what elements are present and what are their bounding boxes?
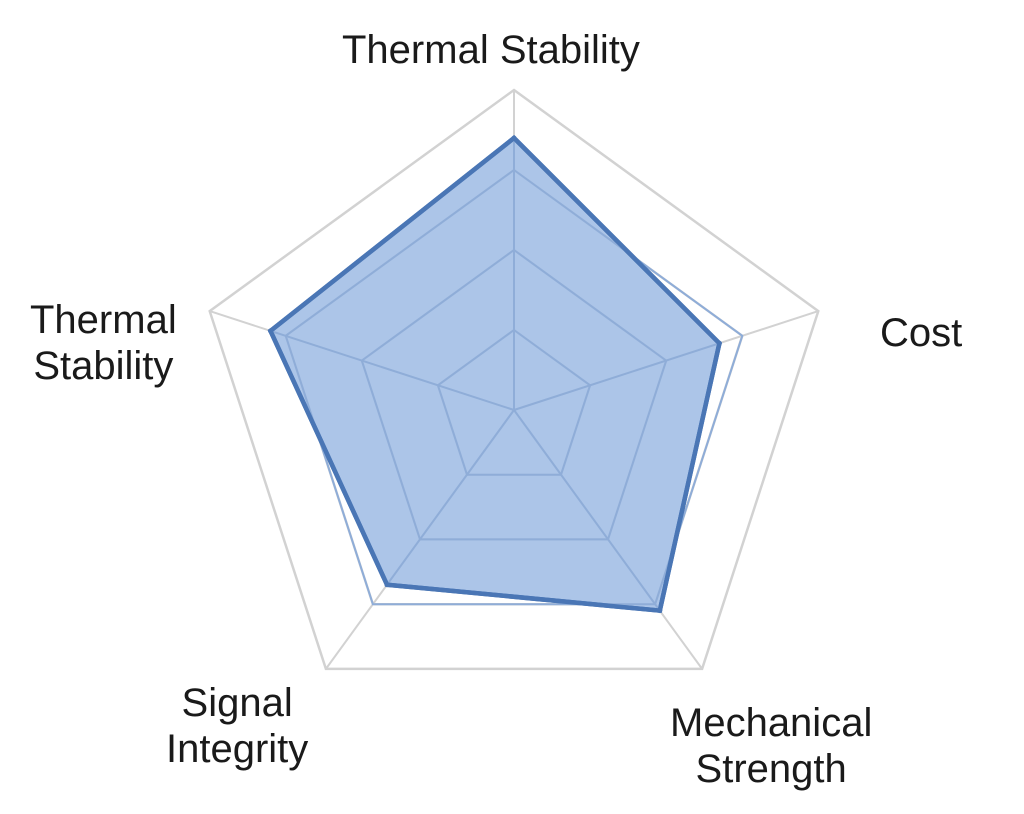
grid-ring-4 [208,88,820,671]
axis-label-line: Cost [880,311,963,355]
series-inner-spoke-2 [513,409,661,612]
series-inner-spoke-3 [386,409,515,586]
axis-label-line: Mechanical [670,701,873,745]
axis-label-cost: Cost [880,310,962,356]
axis-label-thermal-stability-top: Thermal Stability [342,27,640,73]
axis-label-line: Stability [33,344,174,388]
series-point-1 [716,340,722,346]
axis-label-mechanical-strength: Mechanical Strength [670,700,872,792]
series-inner-ring-3 [284,168,744,606]
axis-label-line: Signal [181,681,293,725]
series-point-4 [268,328,273,334]
series-point-0 [511,135,517,141]
series-inner-ring-1 [436,328,592,476]
axis-label-line: Strength [695,747,847,791]
series-point-2 [657,608,663,614]
axis-label-line: Thermal [30,298,177,342]
axis-label-line: Integrity [166,727,309,771]
axis-label-thermal-stability-left: Thermal Stability [30,297,177,389]
radar-series-layer [267,134,744,614]
series-inner-spoke-1 [513,342,720,411]
axis-label-signal-integrity: Signal Integrity [166,680,308,772]
axis-label-line: Thermal Stability [342,28,640,72]
series-outline-0 [267,134,722,614]
series-point-3 [384,582,390,588]
series-inner-ring-2 [360,248,668,541]
series-inner-spoke-4 [270,329,515,411]
